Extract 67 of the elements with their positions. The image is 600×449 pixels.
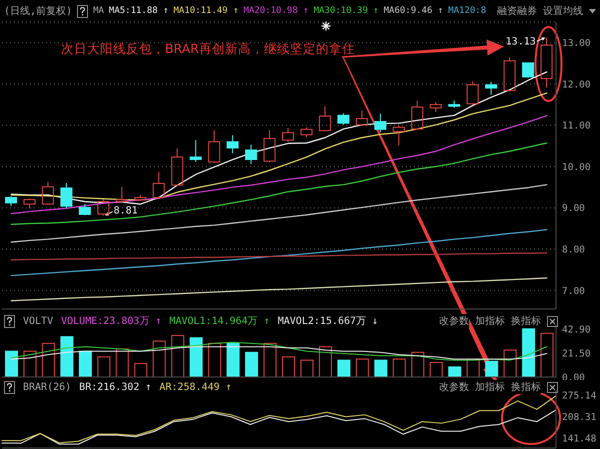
annotation: 换指标 — [511, 380, 541, 394]
annotation: 加指标 — [475, 314, 505, 328]
text: MA60:9.46 ↑ — [384, 6, 444, 16]
bar — [337, 360, 350, 377]
chart-title: (日线,前复权) — [4, 4, 72, 18]
y-tick-label: 10.00 — [562, 162, 591, 173]
annotation: 8.81 — [114, 206, 138, 217]
text: MA5:11.88 ↑ — [108, 6, 169, 16]
y-tick-label: 12.00 — [562, 79, 591, 90]
text: 融资融券 — [497, 4, 537, 18]
bar — [5, 350, 18, 377]
bar — [264, 342, 277, 377]
bar — [226, 342, 240, 377]
text: MA120:8 — [448, 6, 486, 16]
legend-title: BRAR(26) — [23, 382, 72, 392]
y-tick-label: 11.00 — [562, 120, 591, 132]
line-series — [10, 229, 548, 276]
line-series — [10, 115, 548, 214]
annotation: 次日大阳线反包，BRAR再创新高，继续坚定的拿住 — [61, 41, 355, 56]
line-series — [10, 142, 548, 225]
y-tick-label: 13.00 — [562, 38, 591, 50]
y-tick-label: 275.14 — [562, 390, 597, 402]
legend-title: VOLTV — [23, 316, 54, 326]
bar — [540, 332, 554, 377]
y-tick-label: 7.00 — [562, 286, 586, 297]
bar — [171, 335, 184, 377]
series-label: VOLUME:23.803万 ↑ — [61, 315, 162, 328]
bar — [374, 360, 388, 377]
y-tick-label: 42.90 — [562, 324, 591, 336]
y-tick-label: 21.50 — [562, 348, 591, 360]
series-label: MAVOL1:14.964万 ↑ — [169, 315, 270, 328]
y-tick-label: 208.31 — [562, 412, 597, 424]
y-tick-label: 9.00 — [562, 203, 586, 214]
y-tick-label: 8.00 — [562, 244, 586, 256]
bar — [522, 328, 536, 377]
annotation: 改参数 — [439, 380, 469, 394]
y-tick-label: 141.48 — [562, 434, 597, 445]
text: AR:258.449 ↑ — [159, 382, 232, 392]
text: 设置均线 — [543, 4, 583, 18]
bar — [504, 350, 517, 377]
legend-title: MA — [93, 6, 104, 16]
line-series — [10, 342, 548, 361]
annotation: 加指标 — [475, 380, 505, 394]
bar — [318, 346, 332, 377]
bar — [60, 336, 74, 377]
line-series — [2, 395, 556, 444]
line-series — [2, 409, 556, 445]
text: MA10:11.49 ↑ — [174, 6, 239, 16]
line-series — [10, 184, 548, 243]
bar — [448, 366, 462, 377]
bar — [78, 350, 92, 377]
text: BR:216.302 ↑ — [79, 382, 152, 392]
text: MA30:10.39 ↑ — [314, 6, 379, 16]
line-series — [10, 252, 548, 260]
annotation: 换指标 — [511, 314, 541, 328]
line-series — [10, 277, 548, 302]
bar — [245, 352, 258, 377]
bar — [485, 360, 498, 377]
line-series — [10, 346, 548, 360]
bar — [190, 337, 203, 377]
bar — [152, 340, 166, 377]
bar — [42, 342, 55, 377]
annotation: 改参数 — [439, 314, 469, 328]
candlestick — [226, 134, 239, 154]
text: MAVOL2:15.667万 ↓ — [278, 315, 378, 328]
text: MA20:10.98 ↑ — [244, 6, 309, 16]
annotation: 13.13 — [506, 36, 536, 48]
